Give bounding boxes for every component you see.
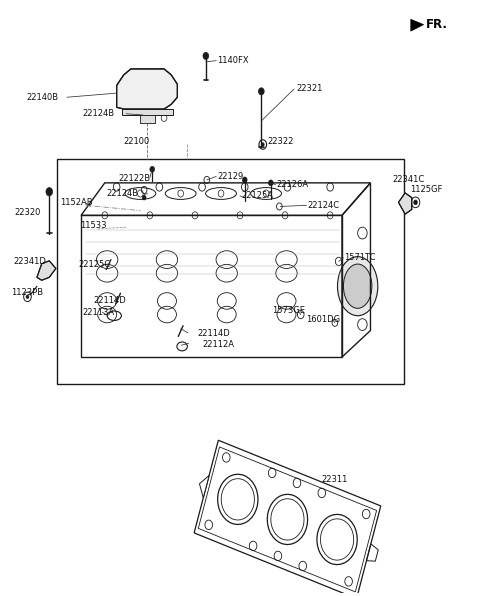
Text: 22125A: 22125A (241, 191, 273, 200)
Polygon shape (37, 261, 56, 280)
Text: 22341C: 22341C (393, 175, 425, 184)
Circle shape (327, 183, 334, 191)
Circle shape (261, 142, 264, 146)
Text: 22320: 22320 (14, 208, 41, 217)
Text: 1140FX: 1140FX (217, 56, 249, 65)
Polygon shape (122, 109, 173, 115)
Text: 1573GE: 1573GE (272, 306, 305, 315)
Text: 22114D: 22114D (197, 329, 230, 338)
Text: 1152AB: 1152AB (60, 198, 92, 207)
Circle shape (113, 183, 120, 191)
Polygon shape (140, 115, 155, 123)
Text: 22114D: 22114D (94, 296, 127, 306)
Ellipse shape (138, 80, 156, 96)
Circle shape (26, 295, 29, 299)
Circle shape (46, 188, 53, 196)
Text: 22124C: 22124C (307, 201, 339, 210)
Circle shape (199, 183, 205, 191)
Text: 11533: 11533 (80, 222, 106, 231)
Text: 22100: 22100 (124, 137, 150, 146)
Circle shape (284, 183, 291, 191)
Polygon shape (411, 19, 424, 31)
Text: 22322: 22322 (267, 137, 294, 146)
Ellipse shape (337, 257, 378, 316)
Text: 22125C: 22125C (79, 260, 111, 269)
Circle shape (150, 166, 155, 172)
Text: 1123PB: 1123PB (12, 288, 44, 297)
Text: 22311: 22311 (322, 475, 348, 484)
Text: 22126A: 22126A (276, 180, 309, 189)
Ellipse shape (343, 264, 372, 308)
Text: 22113A: 22113A (82, 308, 114, 316)
Circle shape (242, 177, 247, 183)
Circle shape (203, 52, 209, 60)
Circle shape (268, 180, 273, 186)
Text: 22341D: 22341D (13, 257, 46, 266)
Ellipse shape (133, 76, 161, 100)
Text: 22112A: 22112A (202, 340, 234, 349)
Text: 22140B: 22140B (26, 93, 59, 102)
Circle shape (259, 88, 264, 95)
Circle shape (414, 200, 418, 204)
Polygon shape (398, 193, 412, 214)
Text: 22124B: 22124B (106, 189, 138, 198)
Text: 22129: 22129 (218, 172, 244, 181)
Text: 22122B: 22122B (118, 173, 150, 182)
Text: 1601DG: 1601DG (306, 315, 340, 324)
Text: 1125GF: 1125GF (410, 185, 442, 194)
Circle shape (241, 183, 248, 191)
Polygon shape (200, 476, 209, 498)
Text: FR.: FR. (426, 17, 448, 30)
Polygon shape (117, 69, 178, 109)
Text: 1571TC: 1571TC (344, 253, 376, 262)
Text: 22321: 22321 (296, 84, 323, 93)
Ellipse shape (144, 85, 151, 91)
Circle shape (156, 183, 163, 191)
Circle shape (142, 195, 146, 200)
Text: 22124B: 22124B (83, 109, 115, 118)
